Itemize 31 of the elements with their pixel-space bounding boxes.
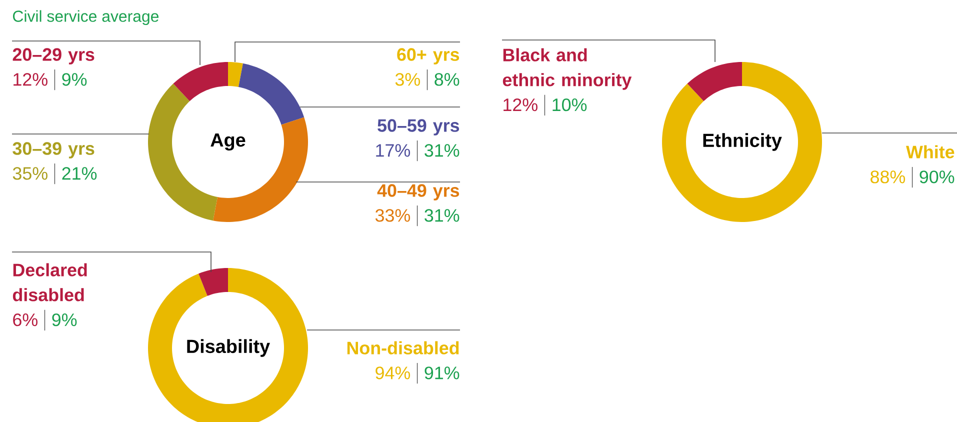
slice-label: Non-disabled bbox=[347, 341, 459, 354]
slice-label: White bbox=[906, 145, 954, 158]
text: 10% bbox=[552, 98, 587, 112]
text: 8% bbox=[434, 73, 460, 86]
text: Civil service average bbox=[13, 10, 159, 26]
data-label: 94% bbox=[376, 366, 410, 380]
slice-label: Black and ethnic minority bbox=[502, 48, 632, 90]
slice-label: 40–49 yrs bbox=[377, 184, 460, 200]
data-label: 3% bbox=[395, 73, 420, 86]
text: Disability bbox=[187, 339, 270, 357]
text: 31% bbox=[424, 209, 460, 222]
slice-label: 50–59 yrs bbox=[378, 119, 460, 136]
data-label: 12% bbox=[504, 98, 538, 112]
slice-label: 30–39 yrs bbox=[12, 142, 94, 158]
data-label: 6% bbox=[13, 313, 38, 326]
text: Ethnicity bbox=[703, 133, 782, 151]
slice-label: 60+ yrs bbox=[397, 48, 460, 64]
data-label: 88% bbox=[870, 170, 906, 184]
slice-label: Declared disabled bbox=[12, 263, 87, 302]
text: 90% bbox=[920, 170, 954, 184]
slice-label: 20–29 yrs bbox=[12, 48, 94, 64]
data-label: 33% bbox=[375, 209, 410, 222]
data-label: 35% bbox=[12, 167, 48, 180]
data-label: 17% bbox=[376, 144, 410, 157]
text: 9% bbox=[62, 73, 87, 86]
text: 21% bbox=[62, 167, 97, 180]
data-label: 12% bbox=[14, 73, 48, 86]
text: Age bbox=[210, 133, 246, 151]
text: 31% bbox=[424, 144, 460, 157]
text: 91% bbox=[424, 366, 460, 380]
text: 9% bbox=[52, 313, 77, 326]
